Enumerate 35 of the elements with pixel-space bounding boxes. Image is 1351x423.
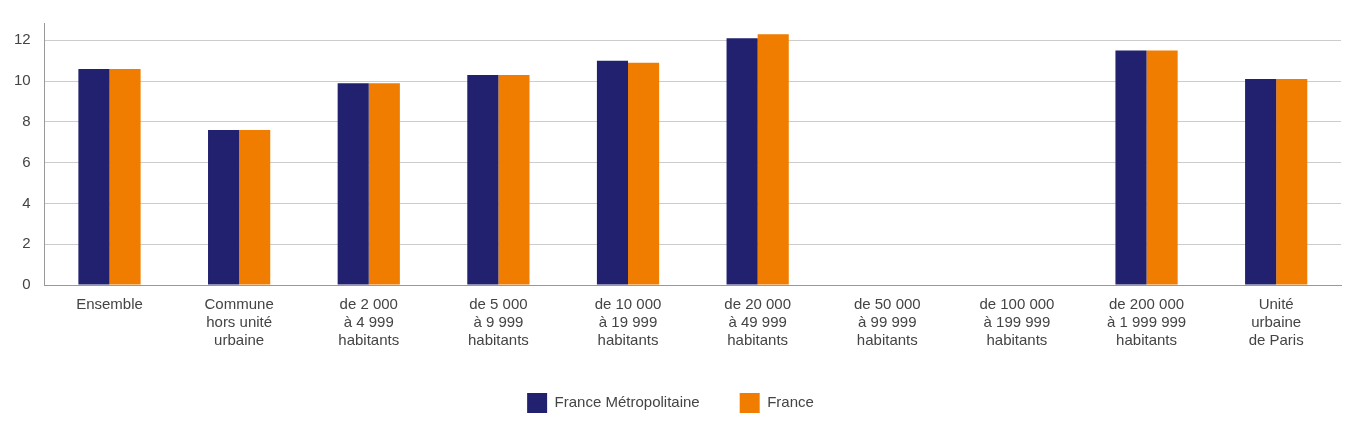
y-tick-label: 8 — [22, 112, 31, 130]
y-tick-label: 4 — [22, 193, 31, 211]
y-tick-label: 2 — [22, 234, 31, 252]
y-tick-label: 12 — [14, 30, 31, 48]
x-tick-label: de 5 000 à 9 999 habitants — [467, 295, 529, 349]
bar — [1115, 50, 1147, 285]
y-tick-label: 6 — [22, 152, 31, 170]
x-tick-label: de 200 000 à 1 999 999 habitants — [1106, 295, 1187, 349]
x-tick-label: Unité urbaine de Paris — [1248, 295, 1304, 349]
bar — [1146, 50, 1178, 285]
bar — [337, 83, 369, 285]
bar — [1245, 79, 1277, 285]
bar — [757, 34, 789, 285]
bar — [1276, 79, 1308, 285]
bar — [109, 68, 141, 285]
bar — [467, 74, 499, 285]
bar — [78, 68, 110, 285]
x-tick-label: de 20 000 à 49 999 habitants — [724, 295, 792, 349]
x-tick-label: de 50 000 à 99 999 habitants — [853, 295, 921, 349]
bar — [726, 38, 758, 285]
x-tick-label: de 10 000 à 19 999 habitants — [594, 295, 662, 349]
bar — [596, 60, 629, 285]
x-tick-label: de 2 000 à 4 999 habitants — [338, 295, 400, 349]
bar — [498, 74, 530, 285]
legend-label: France Métropolitaine — [554, 393, 700, 411]
legend-label: France — [767, 393, 814, 411]
bar — [239, 130, 271, 285]
bar — [628, 62, 660, 285]
y-tick-label: 10 — [14, 71, 31, 89]
x-tick-label: de 100 000 à 199 999 habitants — [979, 295, 1055, 349]
x-tick-label: Commune hors unité urbaine — [204, 295, 274, 349]
bar — [208, 130, 240, 285]
bar — [368, 83, 400, 285]
y-tick-label: 0 — [22, 275, 31, 293]
x-tick-label: Ensemble — [76, 295, 143, 313]
